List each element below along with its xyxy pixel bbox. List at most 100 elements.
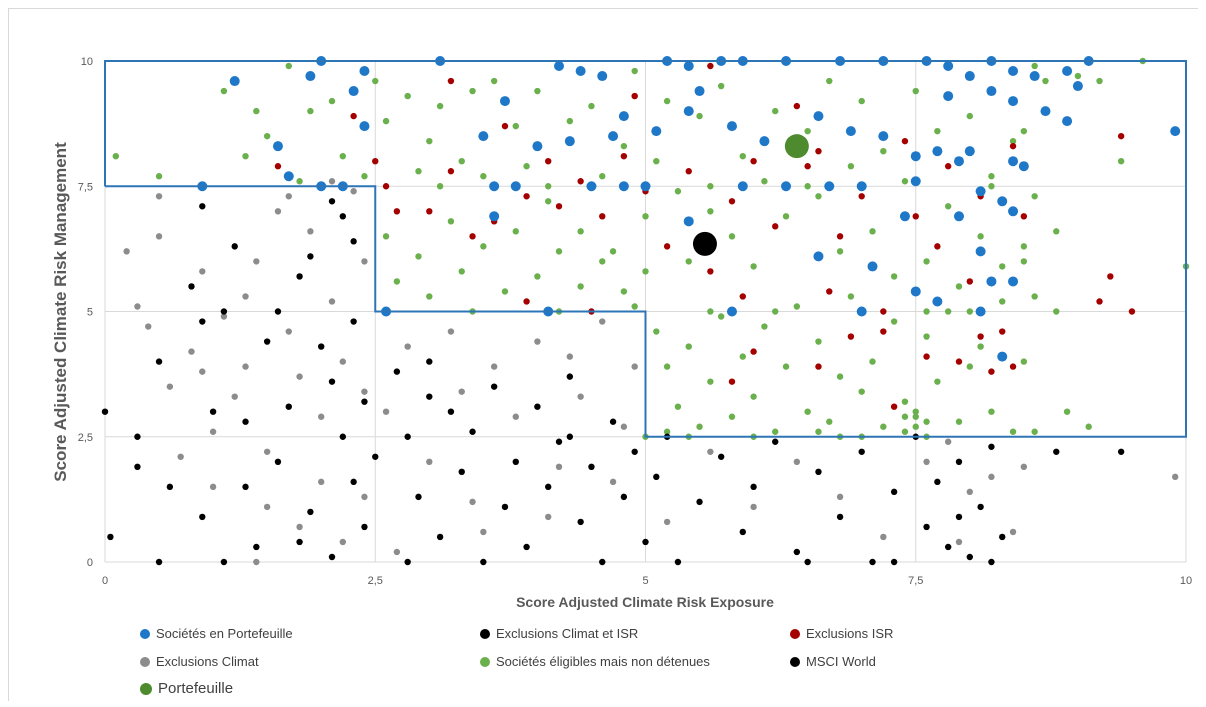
point-exclusions-climat-et-isr [955,458,963,465]
point-societes-en-portefeuille [532,141,543,152]
point-exclusions-isr [1117,132,1125,140]
point-exclusions-climat-et-isr [642,538,649,546]
point-exclusions-climat-et-isr [815,468,822,476]
point-societes-eligibles-mais-non-detenues [717,313,725,320]
point-societes-eligibles-mais-non-detenues [685,343,692,350]
point-exclusions-climat-et-isr [199,318,206,325]
point-societes-eligibles-mais-non-detenues [858,97,865,105]
point-portefeuille [784,134,809,159]
point-exclusions-isr [1009,363,1017,370]
point-societes-en-portefeuille [694,86,705,97]
point-exclusions-isr [999,328,1006,335]
point-societes-eligibles-mais-non-detenues [739,152,746,160]
point-societes-en-portefeuille [1062,66,1073,77]
point-societes-eligibles-mais-non-detenues [815,338,822,345]
point-exclusions-climat [663,518,671,526]
point-exclusions-isr [1107,273,1114,280]
point-societes-en-portefeuille [510,181,521,192]
point-exclusions-climat-et-isr [253,543,260,551]
point-exclusions-climat [620,423,628,430]
point-exclusions-climat [177,453,184,460]
point-societes-en-portefeuille [813,251,824,262]
point-exclusions-climat-et-isr [361,398,368,405]
point-societes-eligibles-mais-non-detenues [761,178,768,185]
point-exclusions-climat-et-isr [566,373,574,380]
point-exclusions-isr [826,288,833,295]
point-exclusions-climat [923,458,930,465]
point-exclusions-climat-et-isr [447,408,455,415]
point-exclusions-climat [328,178,336,185]
point-exclusions-climat [944,438,952,445]
legend-item-societes-eligibles: Sociétés éligibles mais non détenues [480,654,710,669]
point-exclusions-climat-et-isr [436,533,444,541]
point-exclusions-isr [1096,298,1103,305]
point-societes-eligibles-mais-non-detenues [577,283,584,290]
point-exclusions-climat [220,313,228,320]
point-societes-en-portefeuille [759,136,770,147]
point-societes-eligibles-mais-non-detenues [966,112,973,120]
point-societes-eligibles-mais-non-detenues [772,308,779,315]
point-exclusions-climat [469,498,476,506]
point-societes-en-portefeuille [975,306,986,317]
point-exclusions-climat-et-isr [588,463,595,471]
point-societes-en-portefeuille [1072,81,1083,92]
point-exclusions-climat [155,193,163,200]
point-exclusions-isr [988,368,995,375]
point-exclusions-climat-et-isr [307,253,314,260]
point-exclusions-climat [242,293,249,300]
y-tick-label: 2,5 [78,432,93,444]
legend-item-msci-world: MSCI World [790,654,876,669]
point-societes-eligibles-mais-non-detenues [944,308,952,315]
point-exclusions-climat-et-isr [966,553,973,561]
point-societes-eligibles-mais-non-detenues [426,293,433,300]
point-exclusions-isr [923,353,930,360]
point-exclusions-isr [469,233,476,240]
point-societes-eligibles-mais-non-detenues [415,168,422,175]
point-exclusions-climat-et-isr [220,308,228,315]
point-societes-eligibles-mais-non-detenues [469,87,476,95]
point-societes-eligibles-mais-non-detenues [1009,137,1017,145]
point-exclusions-climat-et-isr [134,463,141,471]
point-exclusions-climat-et-isr [934,478,941,486]
y-tick-label: 7,5 [78,181,93,193]
point-societes-en-portefeuille [1029,71,1040,82]
point-exclusions-climat-et-isr [101,408,109,415]
point-societes-eligibles-mais-non-detenues [869,228,876,235]
point-societes-eligibles-mais-non-detenues [923,308,930,315]
point-societes-eligibles-mais-non-detenues [955,418,963,425]
point-societes-eligibles-mais-non-detenues [977,233,984,240]
point-exclusions-climat-et-isr [199,513,206,521]
point-societes-eligibles-mais-non-detenues [944,203,952,210]
point-societes-eligibles-mais-non-detenues [793,303,801,310]
point-societes-en-portefeuille [986,276,997,287]
point-societes-eligibles-mais-non-detenues [458,268,465,275]
point-societes-eligibles-mais-non-detenues [826,77,833,85]
point-exclusions-isr [890,403,898,410]
point-exclusions-climat-et-isr [674,558,682,566]
point-exclusions-climat-et-isr [793,548,801,556]
point-societes-eligibles-mais-non-detenues [555,248,563,255]
point-exclusions-climat [318,413,325,420]
point-societes-eligibles-mais-non-detenues [382,233,390,240]
point-societes-eligibles-mais-non-detenues [890,273,898,280]
point-societes-eligibles-mais-non-detenues [674,188,682,195]
point-societes-en-portefeuille [997,351,1008,362]
point-exclusions-climat-et-isr [999,533,1006,541]
point-exclusions-climat [339,358,347,365]
point-societes-eligibles-mais-non-detenues [761,323,768,330]
point-societes-eligibles-mais-non-detenues [847,163,855,170]
zone-outline [104,60,1187,438]
point-exclusions-climat-et-isr [285,403,292,410]
point-exclusions-climat [199,268,206,275]
point-exclusions-climat [285,193,292,200]
point-exclusions-isr [739,293,746,300]
point-exclusions-isr [977,333,984,340]
point-exclusions-climat [1020,463,1028,471]
point-societes-eligibles-mais-non-detenues [836,373,844,380]
point-exclusions-climat-et-isr [955,513,963,521]
point-societes-eligibles-mais-non-detenues [782,363,790,370]
point-msci-world [692,231,717,256]
point-exclusions-climat-et-isr [166,483,174,491]
point-societes-eligibles-mais-non-detenues [988,408,995,415]
point-exclusions-climat [361,388,368,395]
